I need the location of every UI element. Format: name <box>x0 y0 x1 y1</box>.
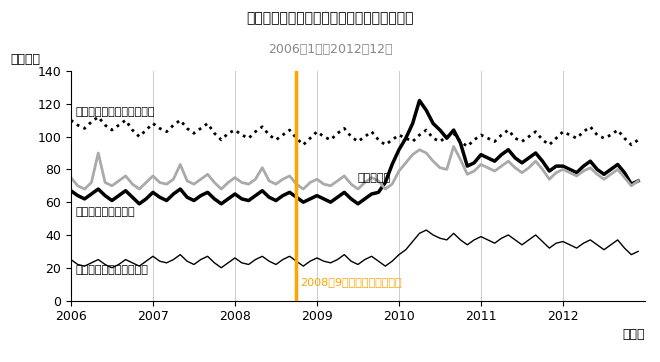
Text: （年）: （年） <box>622 328 645 341</box>
Text: 【参考】求職理由別完全失業者数（原数値）: 【参考】求職理由別完全失業者数（原数値） <box>246 11 414 25</box>
Text: 定年又は雇用契約の満了: 定年又は雇用契約の満了 <box>75 265 148 275</box>
Text: 勤め先や事業の都合: 勤め先や事業の都合 <box>75 207 135 217</box>
Text: 2008年9月リーマンショック: 2008年9月リーマンショック <box>300 277 402 287</box>
Text: 自発的な離職（自己都合）: 自発的な離職（自己都合） <box>75 107 154 117</box>
Text: 2006年1月〜2012年12月: 2006年1月〜2012年12月 <box>268 43 392 56</box>
Text: 新たに求職: 新たに求職 <box>358 173 391 183</box>
Y-axis label: （万人）: （万人） <box>10 54 40 66</box>
